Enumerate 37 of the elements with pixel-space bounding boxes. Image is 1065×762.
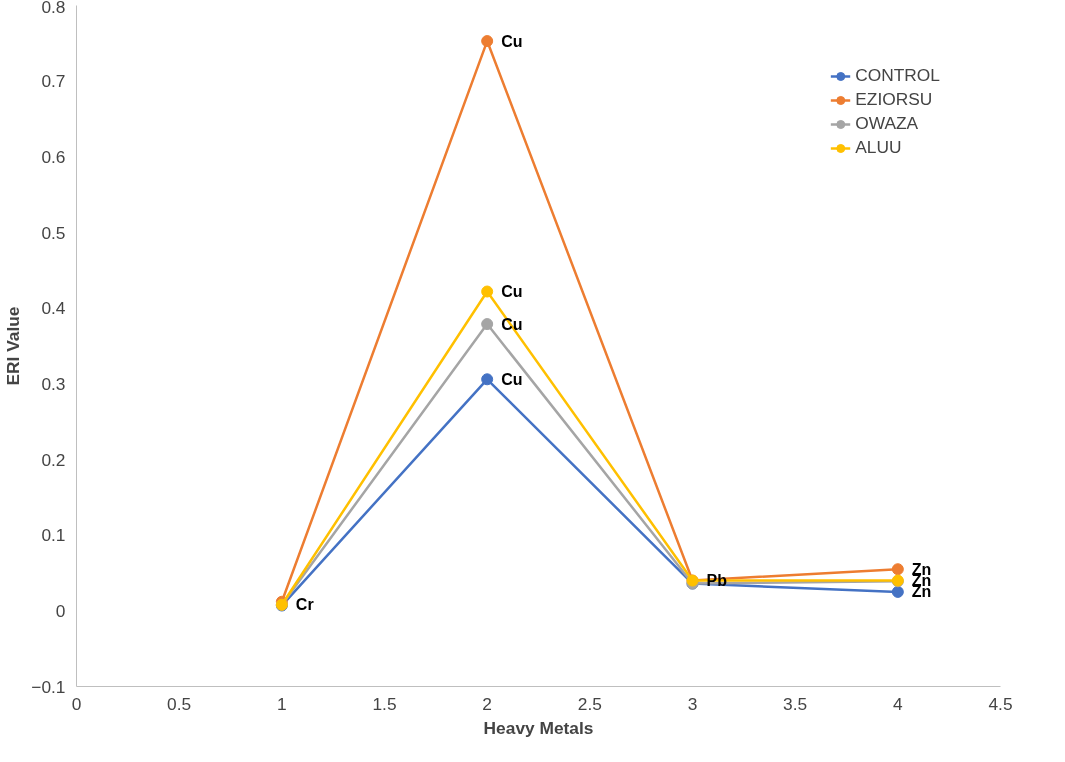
legend-label: ALUU: [855, 137, 902, 158]
y-tick-label: 0.4: [41, 298, 66, 319]
y-tick-label: 0.2: [41, 449, 66, 470]
annotation: Pb: [706, 572, 728, 590]
point: [481, 285, 494, 298]
y-tick-label: 0.8: [41, 0, 66, 17]
y-tick-label: 0.6: [41, 146, 66, 167]
point: [481, 318, 494, 331]
x-tick-label: 0.5: [167, 693, 192, 714]
x-tick-label: 2.5: [577, 693, 602, 714]
point: [481, 373, 494, 386]
x-tick-label: 3: [687, 693, 698, 714]
y-tick-label: 0.1: [41, 525, 66, 546]
y-tick-label: 0.3: [41, 373, 66, 394]
point: [481, 35, 494, 48]
annotation: Cu: [501, 283, 523, 301]
x-tick-label: 4: [893, 693, 904, 714]
x-tick-label: 1.5: [372, 693, 397, 714]
annotation: Cu: [501, 370, 523, 388]
x-tick-label: 3.5: [783, 693, 808, 714]
legend-label: EZIORSU: [855, 89, 933, 110]
point: [891, 585, 904, 598]
legend-label: OWAZA: [855, 113, 919, 134]
point: [891, 563, 904, 576]
annotation: Cr: [295, 596, 314, 614]
y-tick-label: 0.5: [41, 222, 66, 243]
x-axis-title: Heavy Metals: [483, 717, 594, 738]
x-tick-label: 4.5: [988, 693, 1013, 714]
x-tick-label: 0: [71, 693, 82, 714]
annotation: Cu: [501, 32, 523, 50]
y-axis-title: ERI Value: [3, 306, 24, 386]
y-tick-label: 0.7: [41, 71, 66, 92]
x-tick-label: 2: [482, 693, 492, 714]
x-tick-label: 1: [277, 693, 287, 714]
y-tick-label: 0: [55, 600, 66, 621]
legend-label: CONTROL: [855, 65, 940, 86]
y-tick-label: −0.1: [31, 676, 66, 697]
